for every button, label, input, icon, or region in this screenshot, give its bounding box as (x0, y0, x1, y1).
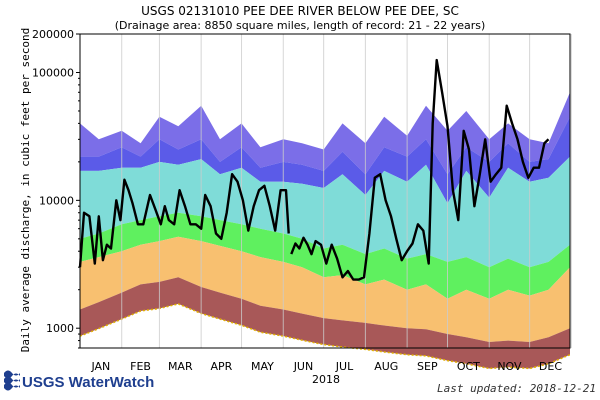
x-tick-label-may: MAY (251, 360, 274, 373)
x-tick-label-jun: JUN (293, 360, 314, 373)
x-tick-label-feb: FEB (130, 360, 151, 373)
last-updated: Last updated: 2018-12-21 (437, 382, 596, 395)
x-tick-label-aug: AUG (374, 360, 398, 373)
flow-line-segment-1 (290, 58, 550, 281)
usgs-logo: USGS WaterWatch (4, 370, 154, 391)
y-axis-label: Daily average discharge, in cubic feet p… (19, 28, 32, 353)
x-tick-label-jul: JUL (335, 360, 354, 373)
wave-icon (4, 370, 20, 391)
brand-name: USGS WaterWatch (22, 374, 154, 391)
y-tick-label-0: 1000 (46, 322, 74, 335)
x-tick-label-mar: MAR (168, 360, 193, 373)
chart-subtitle: (Drainage area: 8850 square miles, lengt… (115, 19, 486, 32)
plot-frame (79, 33, 571, 349)
x-tick-label-nov: NOV (497, 360, 522, 373)
y-tick-label-1: 10000 (39, 194, 74, 207)
chart-title: USGS 02131010 PEE DEE RIVER BELOW PEE DE… (141, 4, 459, 18)
plot-area: 1000 10000 100000 200000 JAN FEB MAR APR MAY JUN J… (32, 28, 572, 373)
y-tick-label-3: 200000 (32, 28, 74, 41)
y-tick-label-2: 100000 (32, 66, 74, 79)
x-tick-label-jan: JAN (90, 360, 110, 373)
x-tick-label-dec: DEC (539, 360, 562, 373)
x-tick-label-apr: APR (210, 360, 232, 373)
flow-line-segment-0 (78, 172, 290, 268)
x-tick-label-oct: OCT (457, 360, 480, 373)
x-axis-label: 2018 (312, 373, 340, 386)
x-tick-label-sep: SEP (417, 360, 438, 373)
